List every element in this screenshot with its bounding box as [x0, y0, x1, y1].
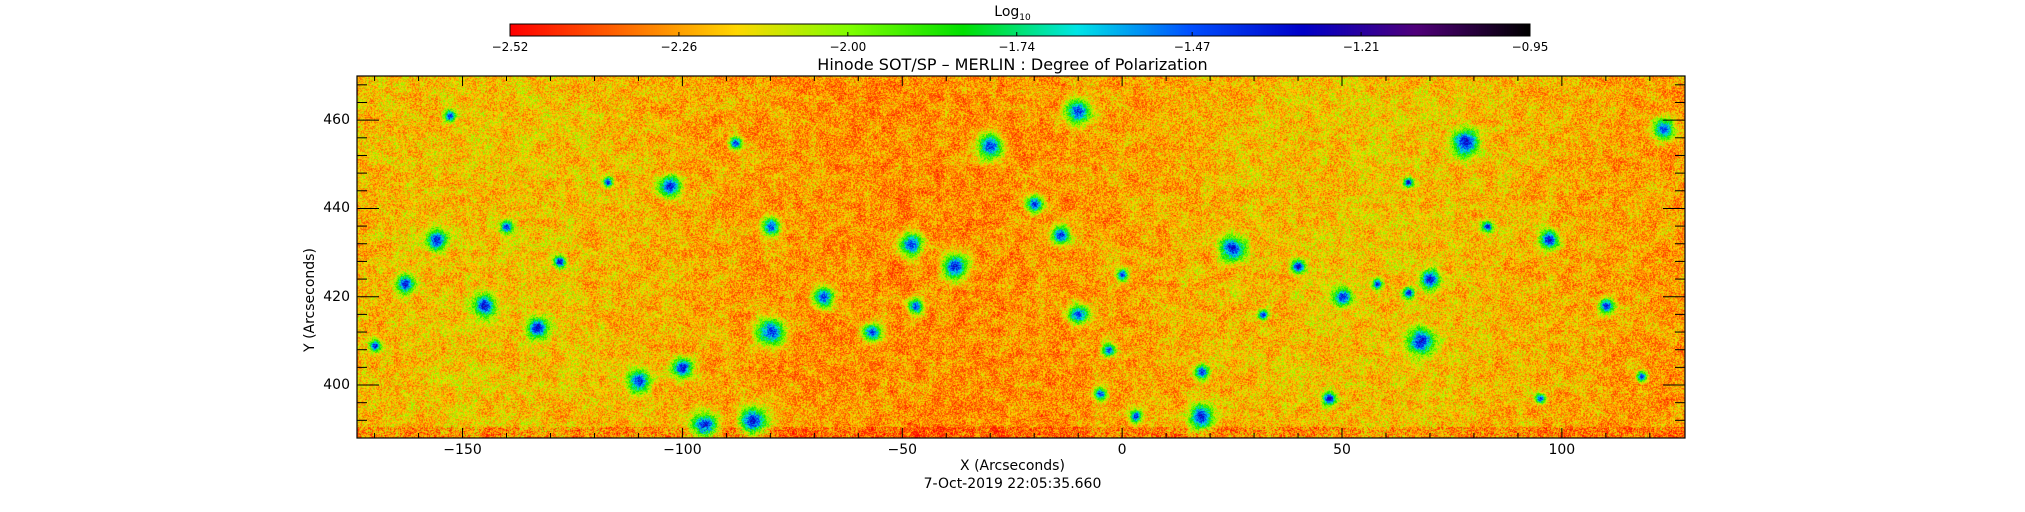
colorbar-tick-label: −2.00: [829, 40, 867, 54]
polarization-map: [357, 76, 1685, 438]
x-tick-label: −100: [663, 442, 702, 458]
colorbar-tick-label: −2.26: [660, 40, 698, 54]
x-tick-label: −150: [443, 442, 482, 458]
x-tick-label: 50: [1333, 442, 1351, 458]
plot-title: Hinode SOT/SP – MERLIN : Degree of Polar…: [817, 55, 1208, 74]
colorbar-tick-label: −1.47: [1173, 40, 1211, 54]
colorbar: [510, 24, 1530, 36]
colorbar-tick-label: −1.21: [1342, 40, 1380, 54]
y-tick-label: 400: [323, 377, 350, 394]
x-tick-label: 100: [1548, 442, 1576, 458]
colorbar-title: Log10: [994, 4, 1031, 23]
colorbar-tick-label: −0.95: [1511, 40, 1549, 54]
x-tick-label: 0: [1117, 442, 1127, 458]
colorbar-tick-label: −2.52: [491, 40, 529, 54]
observation-timestamp: 7-Oct-2019 22:05:35.660: [923, 476, 1102, 492]
x-tick-label: −50: [887, 442, 918, 458]
y-tick-label: 440: [323, 200, 350, 217]
y-axis-label: Y (Arcseconds): [302, 248, 318, 352]
y-tick-label: 420: [323, 288, 350, 305]
colorbar-tick-label: −1.74: [998, 40, 1036, 54]
x-axis-label: X (Arcseconds): [960, 458, 1065, 474]
y-tick-label: 460: [323, 112, 350, 129]
